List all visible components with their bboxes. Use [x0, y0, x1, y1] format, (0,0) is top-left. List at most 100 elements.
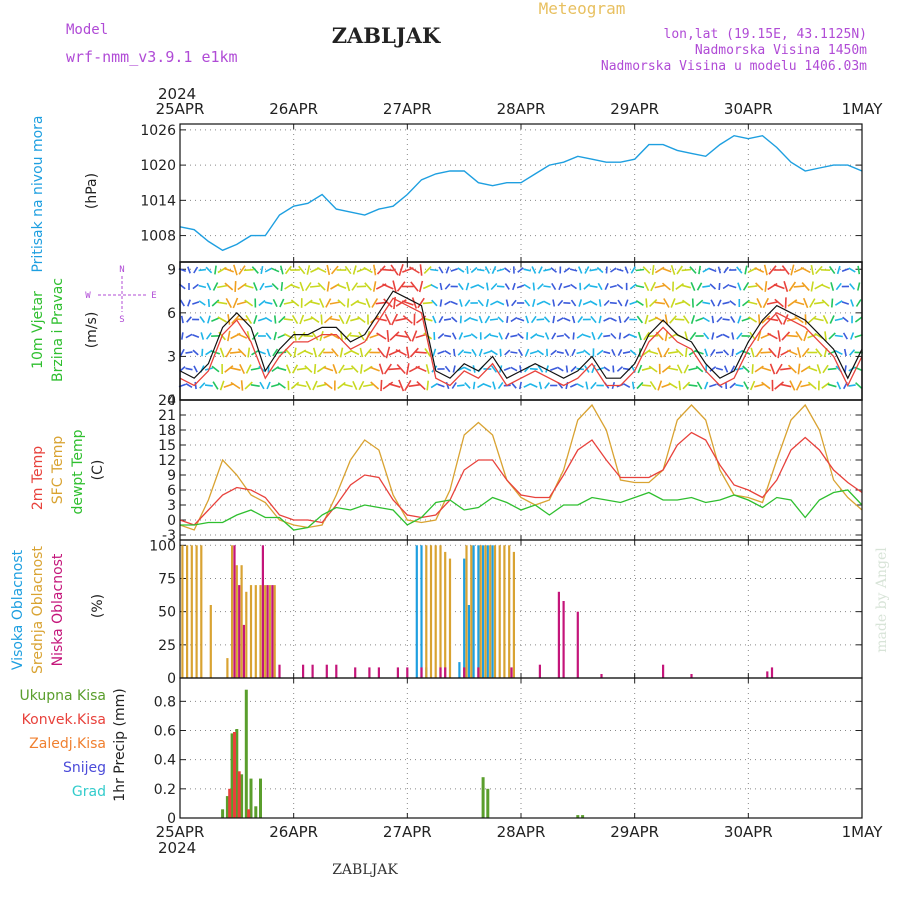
cloud-bar-low	[311, 664, 314, 678]
wind-arrow	[857, 282, 861, 291]
wind-arrow	[690, 314, 696, 325]
wind-arrow	[212, 381, 219, 390]
wind-arrow	[293, 347, 297, 358]
wind-arrow	[735, 384, 744, 387]
wind-arrow	[768, 265, 777, 275]
wind-arrow	[807, 315, 817, 324]
panel-clouds: 0 25 50 75 100	[149, 538, 863, 687]
wind-arrow	[382, 381, 394, 390]
wind-title-2: Brzina i Pravac	[50, 278, 66, 382]
wind-arrow	[347, 298, 350, 308]
wind-arrow	[229, 367, 241, 371]
wind-arrow	[583, 283, 591, 290]
wind-arrow	[345, 314, 351, 325]
wind-arrow	[357, 315, 366, 324]
wind-arrow	[410, 347, 419, 358]
top-time-label: 26APR	[269, 100, 318, 118]
wind-arrow	[451, 332, 457, 340]
wind-arrow	[723, 266, 729, 274]
wind-arrow	[524, 299, 531, 307]
wind-arrow	[538, 381, 543, 390]
wind-arrow	[537, 283, 544, 290]
wind-arrow	[424, 348, 432, 357]
wind-arrow	[616, 283, 624, 290]
wind-arrow	[834, 334, 843, 338]
y-tick-label: 9	[167, 468, 176, 484]
chart-panels: 10081014102010260369-3036912151821240255…	[140, 123, 863, 827]
wind-arrow	[589, 285, 598, 288]
wind-arrow	[815, 348, 823, 357]
wind-arrow	[682, 299, 691, 307]
wind-arrow	[766, 301, 779, 305]
wind-arrow	[764, 281, 768, 292]
pressure-line	[179, 134, 863, 252]
cloud-bar-mid	[249, 585, 253, 678]
y-tick-label: 0	[167, 811, 176, 827]
precip-legend-item: Grad	[72, 784, 106, 800]
wind-arrow	[836, 265, 841, 275]
wind-arrow	[418, 280, 424, 293]
cloud-bar-low	[538, 664, 541, 678]
wind-arrow	[350, 317, 360, 322]
model-name: wrf-nmm_v3.9.1 e1km	[66, 48, 238, 66]
wind-arrow	[201, 348, 204, 357]
wind-arrow	[529, 367, 538, 371]
wind-arrow	[836, 381, 842, 390]
cloud-title-2: Srednja Oblacnost	[30, 546, 46, 674]
wind-arrow	[682, 381, 691, 390]
wind-arrow	[563, 267, 571, 273]
wind-arrow	[185, 351, 193, 354]
wind-arrow	[827, 367, 837, 371]
wind-arrow	[271, 365, 280, 373]
wind-arrow	[695, 365, 704, 373]
wind-arrow	[768, 347, 777, 358]
wind-arrow	[371, 298, 379, 308]
wind-arrow	[318, 298, 325, 308]
wind-arrow	[822, 364, 829, 374]
wind-arrow	[217, 284, 228, 289]
wind-arrow	[576, 350, 585, 355]
wind-arrow	[689, 331, 697, 341]
cloud-bar-high_bars	[467, 605, 470, 678]
wind-arrow	[331, 348, 339, 357]
wind-arrow	[675, 348, 684, 357]
wind-arrow	[530, 315, 537, 324]
cloud-bar-mid	[254, 585, 257, 678]
wind-arrow	[233, 264, 238, 276]
wind-arrow	[624, 266, 629, 274]
cloud-bar-low	[242, 624, 245, 678]
wind-arrow	[264, 285, 273, 288]
precip-bar-total	[259, 778, 262, 818]
wind-arrow	[257, 317, 266, 322]
cloud-bar-mid	[493, 545, 497, 678]
wind-arrow	[395, 348, 407, 357]
wind-arrow	[670, 265, 676, 275]
wind-arrow	[470, 266, 478, 274]
wind-arrow	[273, 331, 277, 341]
wind-arrow	[703, 332, 710, 340]
wind-arrow	[350, 349, 360, 356]
wind-arrow	[530, 333, 538, 339]
wind-arrow	[388, 383, 401, 388]
wind-arrow	[610, 267, 617, 273]
wind-arrow	[510, 366, 518, 372]
bottom-time-label: 27APR	[383, 823, 432, 841]
cloud-bar-mid	[425, 545, 428, 678]
wind-arrow	[747, 285, 758, 288]
cloud-bar-low	[266, 585, 269, 678]
wind-arrow	[616, 268, 624, 272]
pressure-unit: (hPa)	[84, 173, 100, 209]
wind-arrow	[775, 363, 783, 375]
wind-arrow	[813, 301, 824, 305]
wind-arrow	[710, 348, 716, 357]
wind-arrow	[332, 364, 338, 374]
y-tick-label: 100	[149, 538, 176, 554]
wind-arrow	[486, 282, 489, 291]
wind-arrow	[577, 266, 583, 274]
cloud-title-3: Niska Oblacnost	[50, 553, 66, 666]
wind-arrow	[842, 316, 849, 323]
wind-arrow	[760, 351, 772, 354]
wind-arrow	[695, 299, 704, 307]
wind-arrow	[722, 333, 730, 339]
wind-arrow	[369, 333, 380, 339]
